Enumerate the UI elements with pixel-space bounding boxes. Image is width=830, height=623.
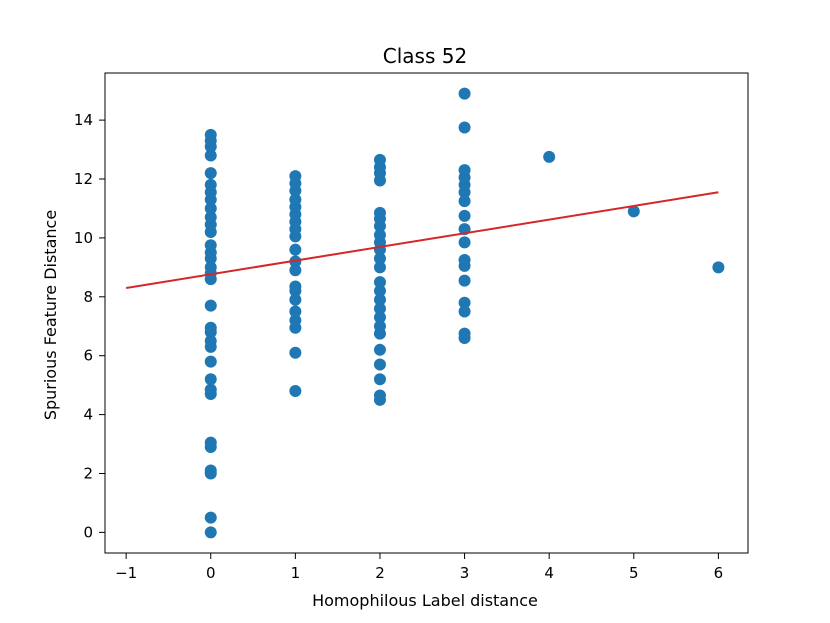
data-point [373,389,386,402]
data-point [373,302,386,315]
data-point [289,280,302,293]
data-point [373,373,386,386]
y-tick-label: 10 [74,229,93,247]
data-point [373,320,386,333]
data-point [204,211,217,224]
data-point [458,253,471,266]
y-tick-label: 12 [74,170,93,188]
data-point [373,343,386,356]
data-point [373,293,386,306]
data-point [204,464,217,477]
data-point [543,150,556,163]
data-points [204,87,725,539]
data-point [458,274,471,287]
data-point [458,296,471,309]
trend-line [125,191,719,289]
data-point [373,358,386,371]
data-point [458,164,471,177]
data-point [373,284,386,297]
plot-frame [104,72,749,554]
data-point [627,205,640,218]
data-point [204,128,217,141]
data-point [373,153,386,166]
x-tick-label: 3 [460,564,470,582]
data-point [373,261,386,274]
data-point [204,167,217,180]
data-point [373,311,386,324]
x-tick-label: 0 [206,564,216,582]
x-axis-label: Homophilous Label distance [312,591,538,610]
y-axis-ticks: 0 2 4 6 8 10 12 14 [74,111,105,541]
x-tick-label: 5 [629,564,639,582]
data-point [204,321,217,334]
y-tick-label: 8 [83,288,93,306]
data-point [458,121,471,134]
chart-title: Class 52 [383,44,467,68]
data-point [289,293,302,306]
data-point [458,327,471,340]
data-point [289,193,302,206]
data-point [458,305,471,318]
y-tick-label: 0 [83,523,93,541]
data-point [289,264,302,277]
y-tick-label: 14 [74,111,93,129]
y-axis-label: Spurious Feature Distance [41,210,60,420]
data-point [373,276,386,289]
y-tick-label: 4 [83,406,93,424]
trend-line-layer [125,191,719,289]
x-tick-label: 1 [291,564,301,582]
data-point [289,170,302,183]
data-point [204,526,217,539]
data-point [373,206,386,219]
data-point [373,228,386,241]
data-point [204,334,217,347]
data-point [204,299,217,312]
data-point [289,346,302,359]
data-point [204,202,217,215]
data-point [204,261,217,274]
data-point [289,305,302,318]
data-point [289,314,302,327]
data-point [458,209,471,222]
x-tick-label: 6 [714,564,724,582]
x-tick-label: 4 [544,564,554,582]
y-tick-label: 2 [83,464,93,482]
data-point [458,236,471,249]
data-point [458,195,471,208]
data-point [204,383,217,396]
x-tick-label: −1 [115,564,137,582]
data-point [204,355,217,368]
data-point [289,385,302,398]
data-point [204,239,217,252]
y-tick-label: 6 [83,347,93,365]
data-point [458,87,471,100]
data-point [373,252,386,265]
data-point [204,373,217,386]
data-point [204,149,217,162]
data-point [289,243,302,256]
data-point [712,261,725,274]
data-point [204,511,217,524]
data-point [204,436,217,449]
data-point [204,178,217,191]
x-tick-label: 2 [375,564,385,582]
x-axis-ticks: −1 0 1 2 3 4 5 6 [115,553,723,582]
